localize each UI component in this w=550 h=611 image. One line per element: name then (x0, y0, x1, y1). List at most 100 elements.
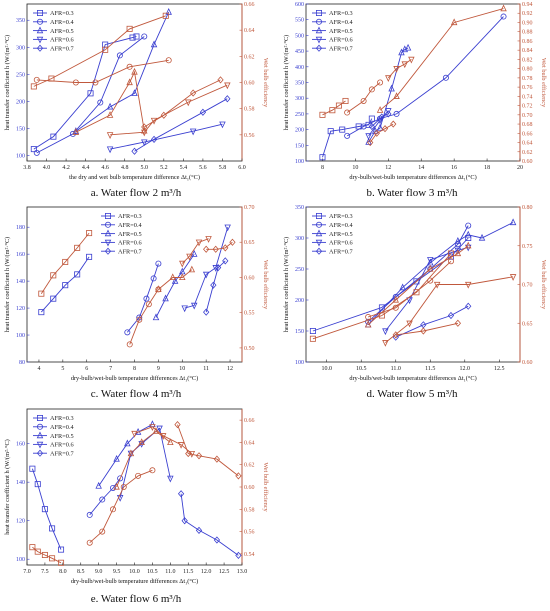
panel-caption: e. Water flow 6 m³/h (91, 593, 182, 605)
efficiency-data-point (392, 295, 399, 303)
y2-tick-label: 0.58 (244, 107, 255, 113)
y-tick-label: 100 (16, 154, 25, 160)
efficiency-data-point (30, 83, 37, 90)
y2-tick-label: 0.55 (244, 311, 255, 317)
h-data-point (378, 113, 385, 121)
efficiency-data-point (319, 111, 326, 118)
x-tick-label: 4.0 (43, 165, 51, 171)
x-tick-label: 8 (321, 165, 324, 171)
y-tick-label: 300 (295, 236, 304, 242)
y2-tick-label: 0.56 (244, 133, 255, 139)
x-tick-label: 6.0 (238, 165, 246, 171)
y2-tick-label: 0.88 (522, 30, 533, 36)
h-data-point (478, 233, 486, 241)
efficiency-series-line-2 (129, 289, 159, 345)
h-data-point (124, 439, 131, 447)
efficiency-series-line-4 (110, 84, 228, 136)
efficiency-data-point (179, 260, 186, 268)
h-data-point (319, 154, 326, 161)
legend-marker (105, 212, 112, 219)
efficiency-series-line-2 (367, 260, 452, 318)
y-tick-label: 200 (16, 99, 25, 105)
x-tick-label: 5 (61, 366, 64, 372)
h-series-line-2 (36, 36, 145, 154)
y-tick-label: 180 (16, 225, 25, 231)
legend-label: AFR=0.4 (50, 424, 75, 431)
y2-tick-label: 0.50 (244, 346, 255, 352)
x-tick-label: 4.6 (101, 165, 109, 171)
efficiency-data-point (136, 316, 143, 323)
y-axis-title: heat transfer coefficient h (W/(m²·°C) (283, 237, 290, 333)
x-tick-label: 8.5 (77, 569, 85, 575)
x-tick-label: 9.5 (113, 569, 121, 575)
efficiency-data-point (235, 472, 242, 480)
y-tick-label: 500 (295, 33, 304, 39)
y2-axis-title: Wet bulb efficiency (262, 462, 269, 512)
efficiency-series-line-4 (385, 276, 514, 343)
chart-panel-e: 7.0 7.5 8.0 8.5 9.0 9.5 10.0 10.5 11.0 11.5 12.0 12… (4, 408, 269, 605)
efficiency-data-point (120, 483, 127, 490)
y-tick-label: 550 (295, 18, 304, 24)
legend-marker (104, 239, 112, 247)
h-data-point (30, 146, 37, 153)
h-data-point (113, 454, 120, 462)
efficiency-series-line-4 (387, 59, 412, 79)
x-tick-label: 4 (37, 366, 40, 372)
x-tick-label: 10.0 (129, 569, 140, 575)
y2-tick-label: 0.60 (244, 275, 255, 281)
h-data-point (141, 33, 148, 40)
efficiency-series-line-3 (379, 8, 504, 111)
y-tick-label: 100 (16, 557, 25, 563)
h-data-point (124, 329, 131, 336)
h-data-point (171, 277, 179, 284)
x-tick-label: 13.0 (237, 569, 248, 575)
y2-tick-label: 0.65 (244, 240, 255, 246)
x-tick-label: 14 (418, 165, 424, 171)
legend-marker (36, 449, 44, 457)
h-data-point (167, 475, 174, 483)
efficiency-data-point (385, 75, 392, 83)
h-data-point (69, 130, 76, 137)
efficiency-data-point (464, 241, 472, 249)
y-tick-label: 350 (295, 81, 304, 87)
h-data-point (141, 139, 148, 147)
chart-panel-d: 10.0 10.5 11.0 11.5 12.0 12.5 100 150 200 250 300 3… (283, 205, 547, 400)
y2-tick-label: 0.60 (522, 360, 533, 366)
h-data-point (129, 34, 136, 41)
y2-tick-label: 0.54 (244, 552, 255, 558)
y2-tick-label: 0.60 (522, 159, 533, 165)
h-data-point (152, 313, 160, 321)
h-series-line-1 (31, 468, 62, 550)
y-tick-label: 150 (295, 143, 304, 149)
h-data-point (309, 327, 316, 334)
h-data-point (58, 546, 65, 553)
efficiency-data-point (110, 506, 117, 513)
h-data-point (49, 525, 56, 532)
efficiency-series-line-1 (312, 253, 452, 340)
h-data-point (190, 302, 198, 310)
efficiency-data-point (406, 320, 413, 328)
y2-tick-label: 0.62 (244, 54, 255, 60)
legend-marker (315, 229, 323, 237)
y-axis-title: heat transfer coefficient h (W/(m²·°C) (4, 439, 11, 535)
h-series-line-2 (346, 16, 504, 137)
efficiency-data-point (364, 320, 372, 328)
y2-tick-label: 0.64 (244, 440, 255, 446)
y-tick-label: 150 (295, 329, 304, 335)
h-data-point (365, 138, 372, 145)
h-data-point (116, 52, 123, 59)
efficiency-series-line-3 (75, 70, 145, 133)
h-data-point (398, 48, 405, 56)
h-data-point (86, 511, 93, 518)
y2-axis-title: Wet bulb efficiency (540, 58, 547, 108)
y2-tick-label: 0.84 (522, 48, 533, 54)
efficiency-data-point (131, 430, 138, 438)
efficiency-data-point (329, 107, 336, 114)
h-data-point (442, 74, 449, 81)
efficiency-data-point (392, 304, 399, 311)
efficiency-data-point (34, 548, 41, 555)
x-tick-label: 7 (109, 366, 112, 372)
x-tick-label: 4.8 (121, 165, 129, 171)
x-tick-label: 10.5 (147, 569, 158, 575)
